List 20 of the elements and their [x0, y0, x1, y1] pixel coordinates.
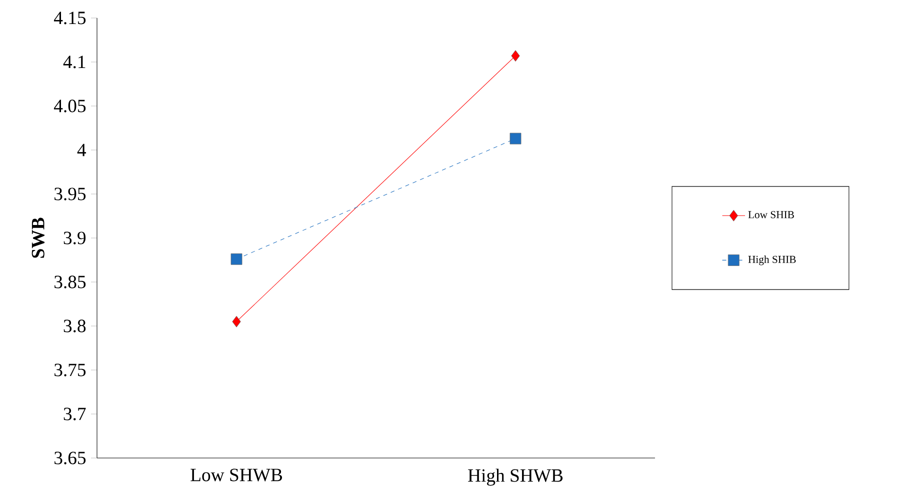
y-tick-label: 4.05: [54, 100, 86, 112]
x-tick-label: Low SHWB: [190, 468, 282, 482]
y-tick-label: 3.95: [54, 188, 86, 200]
y-tick-label: 4: [77, 144, 86, 156]
legend-label: Low SHIB: [748, 211, 794, 218]
y-axis-title: SWB: [32, 218, 44, 258]
y-tick-label: 4.15: [54, 12, 86, 24]
legend-label: High SHIB: [748, 256, 796, 266]
y-tick-label: 3.7: [64, 408, 86, 420]
point: [232, 316, 241, 328]
x-tick-label: High SHWB: [468, 468, 563, 486]
y-tick-label: 3.65: [54, 452, 86, 464]
y-tick-label: 3.9: [64, 232, 86, 244]
y-tick-label: 3.8: [64, 320, 86, 332]
point: [510, 132, 522, 144]
point: [230, 253, 242, 265]
y-tick-label: 4.1: [63, 56, 86, 68]
point: [511, 50, 520, 62]
y-tick-label: 3.75: [54, 364, 86, 376]
y-tick-label: 3.85: [54, 276, 86, 288]
